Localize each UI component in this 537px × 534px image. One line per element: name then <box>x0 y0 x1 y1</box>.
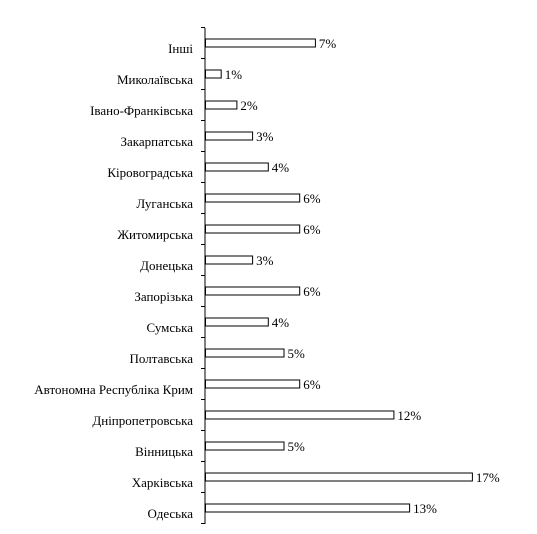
bar <box>205 503 411 513</box>
data-label: 3% <box>256 253 274 268</box>
bar <box>205 317 269 327</box>
data-labels-layer: 7% 1% 2% 3% 4% 6% 6% 3% 6% 4% 5% 6% 12% 5% 17% 13% <box>225 36 500 516</box>
data-label: 6% <box>303 284 321 299</box>
category-label: Дніпропетровська <box>92 413 193 428</box>
bar <box>205 38 316 48</box>
axis-layer <box>201 27 206 524</box>
category-label: Житомирська <box>117 227 193 242</box>
bar <box>205 379 301 389</box>
category-label: Луганська <box>136 196 193 211</box>
category-label: Полтавська <box>130 351 194 366</box>
category-label: Інші <box>168 41 193 56</box>
data-label: 7% <box>319 36 337 51</box>
category-label: Сумська <box>147 320 194 335</box>
data-label: 4% <box>272 315 290 330</box>
data-label: 5% <box>288 346 306 361</box>
data-label: 1% <box>225 67 243 82</box>
data-label: 17% <box>476 470 500 485</box>
data-label: 3% <box>256 129 274 144</box>
category-label: Запорізька <box>134 289 193 304</box>
bar <box>205 100 238 110</box>
bar <box>205 348 285 358</box>
bar <box>205 410 395 420</box>
category-labels-layer: Інші Миколаївська Івано-Франківська Закарпа… <box>34 41 193 521</box>
bar <box>205 162 269 172</box>
category-label: Миколаївська <box>117 72 193 87</box>
data-label: 6% <box>303 222 321 237</box>
data-label: 2% <box>240 98 258 113</box>
data-label: 4% <box>272 160 290 175</box>
category-label: Донецька <box>140 258 193 273</box>
bar <box>205 472 473 482</box>
category-label: Івано-Франківська <box>90 103 193 118</box>
category-label: Закарпатська <box>121 134 194 149</box>
data-label: 6% <box>303 377 321 392</box>
bar <box>205 69 222 79</box>
bars-layer <box>205 38 473 513</box>
bar <box>205 131 254 141</box>
category-label: Харківська <box>132 475 193 490</box>
category-label: Кіровоградська <box>107 165 193 180</box>
data-label: 6% <box>303 191 321 206</box>
category-label: Автономна Республіка Крим <box>34 382 193 397</box>
bar <box>205 224 301 234</box>
data-label: 12% <box>397 408 421 423</box>
bar <box>205 441 285 451</box>
bar <box>205 286 301 296</box>
data-label: 5% <box>288 439 306 454</box>
bar <box>205 193 301 203</box>
category-label: Одеська <box>147 506 193 521</box>
category-label: Вінницька <box>135 444 193 459</box>
data-label: 13% <box>413 501 437 516</box>
bar <box>205 255 254 265</box>
